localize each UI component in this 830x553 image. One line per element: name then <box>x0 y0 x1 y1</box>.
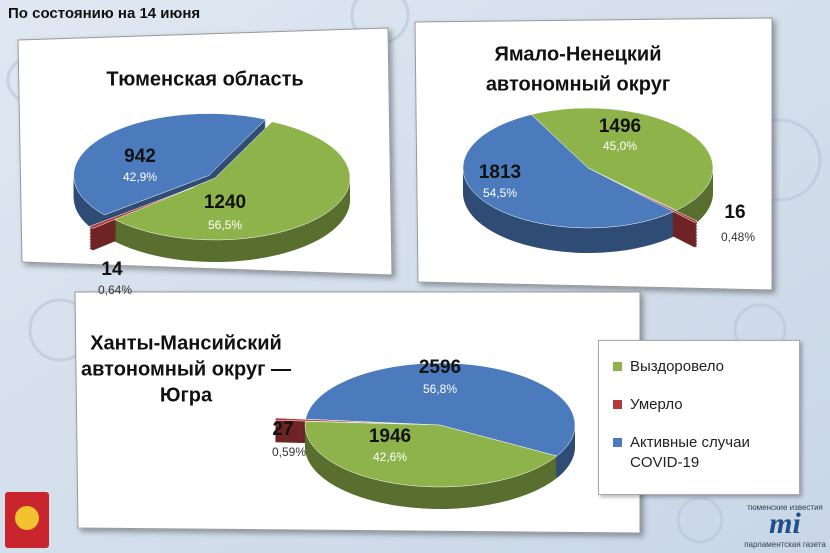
value-label: 2596 <box>419 357 461 378</box>
emblem <box>5 492 49 548</box>
logo-top: тюменские известия <box>747 503 823 512</box>
chart-title: Тюменская область <box>106 68 303 90</box>
percent-label: 56,8% <box>423 382 457 396</box>
legend-item: Умерло <box>609 395 789 415</box>
legend-swatch <box>613 362 622 371</box>
value-label: 16 <box>724 202 745 223</box>
header-title: По состоянию на 14 июня <box>8 5 200 22</box>
legend-label: Активные случаи COVID-19 <box>630 434 750 471</box>
logo-bottom: парламентская газета <box>744 540 826 549</box>
value-label: 27 <box>272 419 293 440</box>
legend-label: Умерло <box>630 396 683 413</box>
value-label: 1496 <box>599 116 641 137</box>
pie-slice <box>462 114 675 229</box>
pie-slice <box>73 113 267 216</box>
legend-swatch <box>613 400 622 409</box>
legend-swatch <box>613 438 622 447</box>
percent-label: 0,59% <box>272 445 306 459</box>
pie-slice <box>530 107 714 211</box>
chart-title: Югра <box>160 384 213 406</box>
pie-slice <box>304 421 558 488</box>
chart-title: автономный округ <box>486 73 670 95</box>
chart-title: Ханты-Мансийский <box>90 332 282 354</box>
pie-slice <box>88 186 194 229</box>
percent-label: 54,5% <box>483 186 517 200</box>
pie-slice <box>113 121 351 241</box>
legend-item: Активные случаи COVID-19 <box>609 433 789 473</box>
value-label: 942 <box>124 146 156 167</box>
legend: Выздоровело Умерло Активные случаи COVID-1… <box>598 340 800 495</box>
percent-label: 0,48% <box>721 230 755 244</box>
pie-slice <box>305 362 576 457</box>
value-label: 14 <box>101 259 123 280</box>
percent-label: 45,0% <box>603 139 637 153</box>
legend-label: Выздоровело <box>630 358 725 375</box>
percent-label: 0,64% <box>98 283 132 297</box>
legend-item: Выздоровело <box>609 357 789 377</box>
chart-title: Ямало-Ненецкий <box>494 43 661 65</box>
percent-label: 56,5% <box>208 218 242 232</box>
chart-title: автономный округ — <box>81 358 291 380</box>
logo-mark: mi <box>769 507 801 540</box>
value-label: 1240 <box>204 192 246 213</box>
percent-label: 42,6% <box>373 450 407 464</box>
value-label: 1946 <box>369 426 411 447</box>
percent-label: 42,9% <box>123 170 157 184</box>
value-label: 1813 <box>479 162 521 183</box>
